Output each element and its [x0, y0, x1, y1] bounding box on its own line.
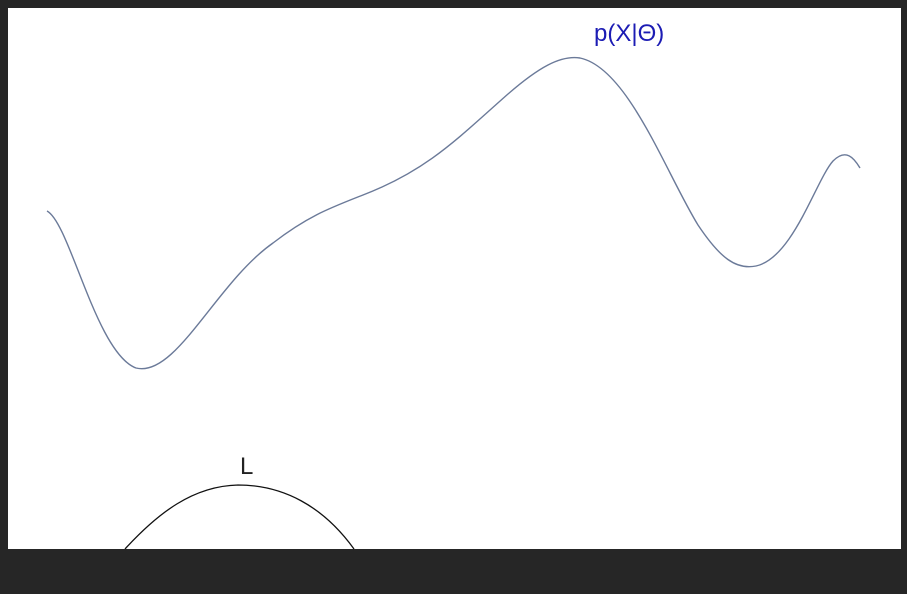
- lower-bound-label: L: [240, 453, 253, 480]
- likelihood-curve: [46, 56, 861, 370]
- diagram-canvas: p(X|Θ) L: [8, 8, 901, 549]
- diagram-svg: p(X|Θ) L: [46, 20, 861, 549]
- lower-bound-curve: [124, 484, 355, 549]
- likelihood-label: p(X|Θ): [594, 20, 664, 47]
